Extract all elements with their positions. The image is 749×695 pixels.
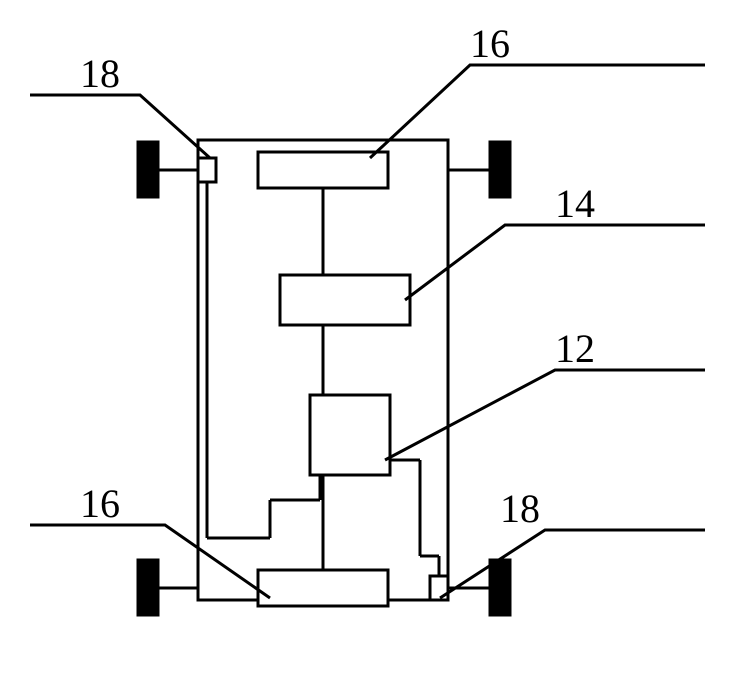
label-14: 14	[555, 180, 595, 227]
label-16-top: 16	[470, 20, 510, 67]
diagram-root: 16 18 14 12 16 18	[0, 0, 749, 695]
label-12: 12	[555, 325, 595, 372]
label-16-bottom: 16	[80, 480, 120, 527]
schematic-svg	[0, 0, 749, 695]
label-18-bottom: 18	[500, 485, 540, 532]
label-18-top: 18	[80, 50, 120, 97]
